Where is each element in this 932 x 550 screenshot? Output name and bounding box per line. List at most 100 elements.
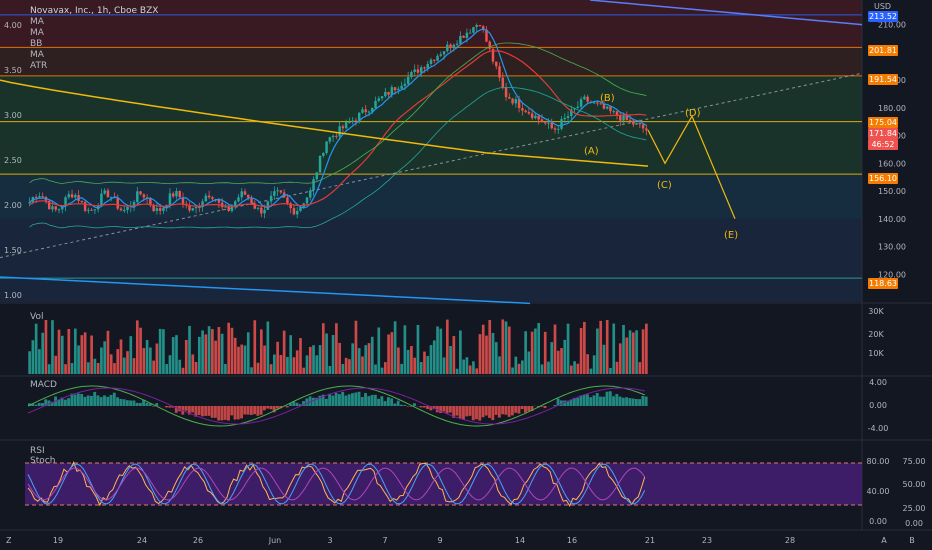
macd-pane-label[interactable]: MACD: [30, 380, 57, 390]
candle-body: [64, 197, 67, 207]
macd-hist-bar: [210, 406, 214, 418]
macd-hist-bar: [445, 406, 449, 414]
macd-hist-bar: [631, 398, 635, 406]
candle-body: [273, 191, 276, 196]
volume-bar: [364, 345, 368, 374]
candle-body: [462, 35, 465, 38]
volume-bar: [162, 329, 165, 374]
legend-atr[interactable]: ATR: [30, 61, 48, 71]
volume-bar: [64, 364, 67, 374]
bb-lower-line: [29, 87, 647, 229]
legend-ma-1[interactable]: MA: [30, 17, 44, 27]
volume-bar: [589, 368, 593, 374]
price-badge-191: 191.54: [868, 74, 898, 85]
volume-bar: [543, 331, 547, 374]
macd-hist-bar: [292, 401, 296, 406]
candle-body: [181, 197, 185, 204]
time-axis-tick: 9: [437, 536, 442, 545]
volume-bar: [51, 320, 54, 374]
macd-hist-bar: [138, 402, 142, 406]
candle-body: [233, 201, 237, 207]
price-axis-tick: 120.00: [878, 270, 906, 279]
volume-bar: [321, 323, 325, 374]
price-badge-118: 118.63: [868, 278, 898, 289]
volume-bar: [246, 332, 250, 374]
volume-bar: [282, 330, 286, 374]
volume-bar: [171, 337, 175, 374]
macd-hist-bar: [475, 406, 478, 420]
price-badge-201: 201.81: [868, 45, 898, 56]
candle-body: [397, 88, 400, 91]
macd-hist-bar: [168, 406, 172, 408]
candle-body: [260, 207, 263, 214]
macd-hist-bar: [468, 406, 472, 416]
volume-bar: [142, 348, 146, 374]
candle-body: [403, 83, 407, 86]
volume-bar: [96, 363, 100, 374]
macd-hist-bar: [223, 406, 227, 420]
candle-body: [406, 77, 410, 84]
volume-bar: [475, 368, 479, 374]
volume-bar: [70, 363, 74, 374]
candle-body: [419, 67, 423, 73]
candle-body: [90, 209, 93, 211]
candle-body: [237, 197, 240, 202]
volume-bar: [419, 362, 423, 374]
macd-hist-bar: [262, 406, 266, 411]
volume-bar: [318, 345, 322, 374]
volume-bar: [507, 326, 511, 374]
macd-axis-tick: 0.00: [869, 401, 887, 410]
candle-body: [256, 207, 260, 209]
candle-body: [217, 199, 221, 203]
volume-bar: [38, 349, 41, 374]
macd-hist-bar: [152, 406, 155, 407]
wave-label-c: (C): [657, 180, 672, 191]
rsi-pane-label[interactable]: RSI: [30, 446, 45, 456]
macd-hist-bar: [207, 406, 211, 416]
legend-ma-2[interactable]: MA: [30, 28, 44, 38]
volume-bar: [312, 345, 315, 374]
macd-hist-bar: [634, 399, 638, 406]
projection-path: [647, 114, 736, 220]
price-badge-213: 213.52: [868, 11, 898, 22]
candle-body: [596, 102, 599, 104]
price-axis-tick: 180.00: [878, 104, 906, 113]
candle-body: [615, 111, 619, 117]
macd-hist-bar: [393, 403, 397, 406]
macd-hist-bar: [289, 403, 292, 406]
volume-bar: [380, 367, 384, 374]
candle-body: [354, 120, 358, 122]
candle-body: [158, 208, 162, 211]
volume-bar: [553, 324, 557, 374]
volume-bar: [592, 355, 596, 374]
bb-upper-line: [29, 42, 647, 184]
candle-body: [318, 155, 322, 173]
volume-bar: [403, 325, 407, 374]
volume-bar: [77, 345, 80, 374]
legend-ma-3[interactable]: MA: [30, 50, 44, 60]
macd-hist-bar: [197, 406, 201, 416]
macd-hist-bar: [370, 394, 374, 406]
legend-bb[interactable]: BB: [30, 39, 43, 49]
macd-hist-bar: [413, 403, 416, 406]
macd-hist-bar: [612, 396, 615, 406]
volume-bar: [315, 355, 319, 374]
candle-body: [243, 191, 247, 195]
volume-bar: [645, 323, 648, 374]
volume-bar: [563, 339, 567, 374]
volume-pane-label[interactable]: Vol: [30, 312, 44, 322]
volume-bar: [534, 328, 537, 374]
volume-bar: [361, 356, 364, 374]
volume-bar: [103, 341, 107, 374]
left-axis-tick: 4.00: [4, 21, 22, 30]
candle-body: [51, 206, 54, 210]
candle-body: [47, 200, 51, 210]
macd-hist-bar: [380, 396, 384, 406]
volume-bar: [224, 364, 227, 374]
volume-bar: [583, 321, 586, 374]
macd-hist-bar: [311, 397, 315, 406]
volume-bar: [521, 360, 524, 374]
candle-body: [93, 209, 97, 211]
stoch-pane-label[interactable]: Stoch: [30, 456, 56, 466]
